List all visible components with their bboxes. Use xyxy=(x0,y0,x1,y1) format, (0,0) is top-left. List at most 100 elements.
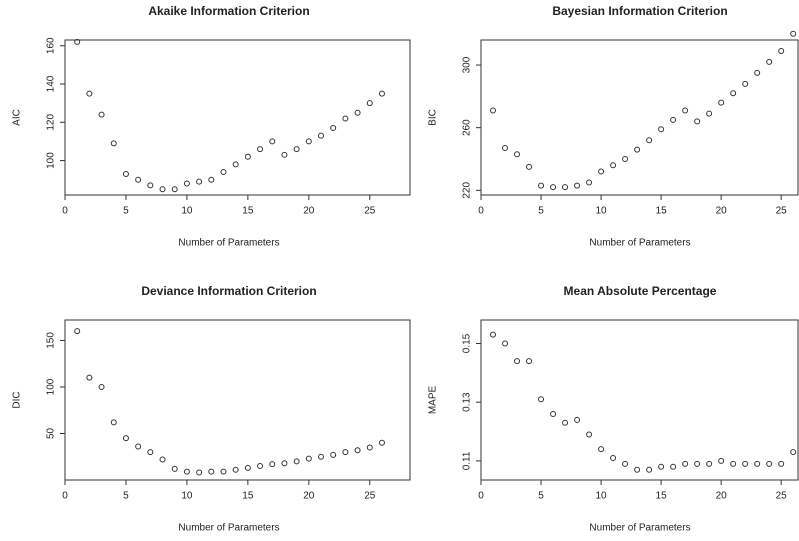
point xyxy=(122,435,129,442)
point xyxy=(694,118,701,125)
point xyxy=(694,460,701,467)
point xyxy=(366,444,373,451)
x-axis-label: Number of Parameters xyxy=(589,238,690,249)
x-tick-label: 0 xyxy=(478,206,484,217)
point xyxy=(490,107,497,114)
x-tick-label: 15 xyxy=(656,206,668,217)
point xyxy=(754,460,761,467)
point xyxy=(526,163,533,170)
point xyxy=(244,153,251,160)
x-tick-label: 5 xyxy=(538,206,544,217)
x-tick-label: 5 xyxy=(123,206,129,217)
point xyxy=(171,186,178,193)
y-axis-label: BIC xyxy=(428,109,439,126)
x-tick-label: 0 xyxy=(62,491,68,502)
point xyxy=(682,460,689,467)
point xyxy=(610,454,617,461)
point xyxy=(610,162,617,169)
point xyxy=(269,138,276,145)
chart-title: Akaike Information Criterion xyxy=(148,4,309,18)
point xyxy=(318,132,325,139)
point xyxy=(281,151,288,158)
x-tick-label: 25 xyxy=(776,491,788,502)
point xyxy=(682,107,689,114)
point xyxy=(74,38,81,45)
point xyxy=(670,116,677,123)
point xyxy=(98,111,105,118)
x-tick-label: 20 xyxy=(303,206,315,217)
y-tick-label: 0.11 xyxy=(462,451,473,470)
point xyxy=(354,109,361,116)
point xyxy=(598,446,605,453)
y-axis-label: AIC xyxy=(12,109,23,126)
point xyxy=(86,374,93,381)
point xyxy=(74,328,81,335)
point xyxy=(135,176,142,183)
point xyxy=(766,460,773,467)
point xyxy=(634,466,641,473)
point xyxy=(147,449,154,456)
point xyxy=(257,146,264,153)
point xyxy=(742,460,749,467)
point xyxy=(730,90,737,97)
plot-frame xyxy=(480,319,799,481)
point xyxy=(658,126,665,133)
point xyxy=(330,125,337,132)
x-tick-label: 20 xyxy=(716,206,728,217)
point xyxy=(378,439,385,446)
point xyxy=(244,464,251,471)
point xyxy=(183,180,190,187)
y-tick-label: 100 xyxy=(46,378,57,395)
x-tick-label: 15 xyxy=(656,491,668,502)
x-tick-label: 20 xyxy=(716,491,728,502)
x-tick-label: 10 xyxy=(596,491,608,502)
chart-title: Bayesian Information Criterion xyxy=(552,4,727,18)
point xyxy=(622,460,629,467)
x-tick-label: 5 xyxy=(538,491,544,502)
plot-frame xyxy=(64,319,411,481)
point xyxy=(526,358,533,365)
point xyxy=(378,90,385,97)
y-tick-label: 100 xyxy=(46,152,57,169)
point xyxy=(110,140,117,147)
point xyxy=(232,161,239,168)
point xyxy=(646,137,653,144)
x-axis-label: Number of Parameters xyxy=(178,238,279,249)
point xyxy=(305,138,312,145)
y-axis-label: MAPE xyxy=(428,386,439,415)
point xyxy=(330,451,337,458)
chart-title: Mean Absolute Percentage xyxy=(564,284,717,298)
point xyxy=(318,453,325,460)
y-tick-label: 140 xyxy=(46,75,57,92)
point xyxy=(550,184,557,191)
y-tick-label: 160 xyxy=(46,37,57,54)
point xyxy=(754,69,761,76)
y-tick-label: 300 xyxy=(462,56,473,73)
point xyxy=(586,179,593,186)
point xyxy=(281,460,288,467)
point xyxy=(135,443,142,450)
x-tick-label: 15 xyxy=(242,206,254,217)
point xyxy=(574,416,581,423)
point xyxy=(562,419,569,426)
point xyxy=(514,358,521,365)
point xyxy=(790,30,797,37)
x-axis-label: Number of Parameters xyxy=(178,523,279,534)
x-tick-label: 25 xyxy=(364,206,376,217)
y-axis-label: DIC xyxy=(12,391,23,408)
x-tick-label: 25 xyxy=(364,491,376,502)
point xyxy=(171,465,178,472)
point xyxy=(742,80,749,87)
point xyxy=(208,176,215,183)
x-tick-label: 0 xyxy=(62,206,68,217)
y-tick-label: 220 xyxy=(462,182,473,199)
plot-frame xyxy=(64,39,411,196)
y-tick-label: 120 xyxy=(46,114,57,131)
point xyxy=(208,468,215,475)
x-tick-label: 5 xyxy=(123,491,129,502)
point xyxy=(538,396,545,403)
point xyxy=(257,463,264,470)
chart-title: Deviance Information Criterion xyxy=(141,284,316,298)
point xyxy=(342,115,349,122)
